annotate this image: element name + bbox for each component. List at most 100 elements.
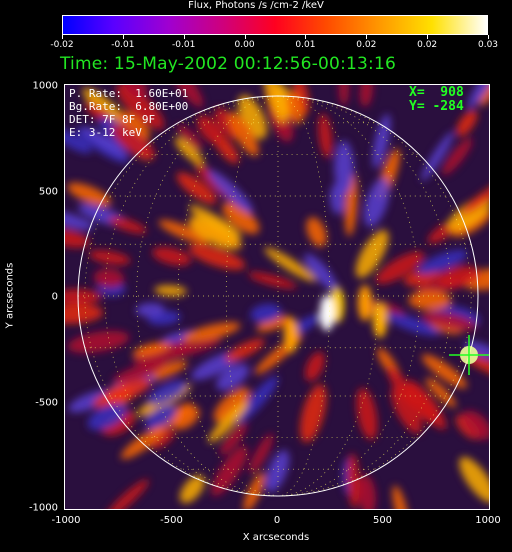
y-tick-label: 1000 — [32, 80, 58, 92]
flux-fringe — [358, 474, 376, 509]
flux-fringe — [248, 272, 297, 289]
colorbar-tick-mark — [183, 35, 185, 39]
flux-fringe — [112, 360, 167, 384]
flux-fringe — [93, 268, 125, 288]
flux-fringe — [461, 410, 489, 440]
y-tick-label: 0 — [51, 291, 58, 303]
flux-fringe — [359, 85, 373, 107]
flux-fringe — [122, 85, 148, 99]
flux-fringe — [236, 376, 279, 424]
flux-fringe — [459, 456, 489, 503]
flux-fringe — [224, 338, 265, 362]
flux-fringe — [65, 209, 94, 230]
y-tick-label: -500 — [35, 397, 58, 408]
flux-fringe — [168, 85, 204, 108]
colorbar-tick-label: 0.03 — [477, 40, 499, 50]
flux-fringe — [108, 216, 147, 234]
flux-fringe — [228, 111, 259, 157]
flux-fringe — [179, 475, 205, 504]
flux-fringe — [442, 137, 473, 176]
flux-fringe — [81, 126, 129, 158]
y-tick-label: -1000 — [28, 502, 58, 514]
flux-fringe — [467, 85, 489, 109]
y-axis-label: Y arcseconds — [4, 262, 16, 329]
flux-fringe — [158, 219, 210, 245]
colorbar-tick-label: 0.02 — [417, 40, 438, 50]
time-label: Time: 15-May-2002 00:12:56-00:13:16 — [60, 54, 396, 74]
flux-fringe — [375, 251, 425, 284]
flux-peak — [284, 317, 298, 353]
x-tick-label: 1000 — [475, 515, 501, 526]
colorbar-tick-mark — [305, 35, 307, 39]
flux-fringe — [182, 322, 241, 342]
x-tick-label: 0 — [273, 515, 281, 526]
energy-label: E: 3-12 keV — [69, 126, 142, 139]
flux-fringe — [385, 312, 440, 336]
flux-fringe — [222, 202, 260, 234]
longitude-line — [225, 95, 279, 497]
flux-fringe — [177, 124, 203, 151]
flux-fringe — [152, 247, 192, 266]
flux-fringe — [264, 85, 288, 123]
flux-fringe — [148, 380, 187, 406]
flux-fringe — [338, 85, 349, 106]
x-axis-label: X arcseconds — [242, 532, 310, 543]
longitude-line — [277, 95, 331, 497]
flux-fringe — [65, 127, 92, 154]
flux-fringe — [306, 217, 327, 247]
flux-fringe — [421, 311, 477, 331]
flux-fringe — [132, 339, 193, 366]
flux-fringe — [67, 330, 130, 354]
flux-fringe — [116, 85, 165, 130]
flux-fringe — [286, 91, 304, 124]
longitude-line — [277, 95, 379, 497]
flux-fringe — [304, 253, 338, 291]
colorbar-tick-label: 0.02 — [356, 40, 377, 50]
flux-fringe — [145, 405, 177, 430]
flux-fringe — [334, 140, 354, 195]
flux-fringe — [238, 95, 268, 140]
x-tick-label: -1000 — [51, 515, 81, 526]
flux-fringe — [437, 265, 481, 288]
flux-fringe — [265, 450, 290, 493]
flux-peak — [358, 285, 372, 321]
flux-fringe — [188, 244, 246, 270]
flux-fringe — [219, 422, 247, 455]
longitude-line — [277, 95, 420, 497]
flux-fringe — [207, 169, 254, 213]
longitude-line — [136, 95, 279, 497]
x-tick-label: 500 — [372, 515, 393, 526]
flux-fringe — [464, 341, 489, 360]
flux-peak — [373, 302, 387, 338]
flux-fringe — [150, 428, 176, 449]
flux-fringe — [117, 111, 151, 140]
x-position-readout: X= 908 — [409, 85, 464, 100]
x-tick-label: -500 — [160, 515, 183, 526]
flux-fringe — [392, 485, 409, 509]
longitude-line — [177, 95, 279, 497]
flux-fringe — [318, 113, 333, 159]
solar-map-plot[interactable]: P. Rate: 1.60E+01 Bg.Rate: 6.80E+00 DET:… — [64, 84, 490, 510]
flux-fringe — [305, 351, 325, 382]
flux-fringe — [65, 289, 102, 305]
flux-fringe — [404, 382, 438, 424]
colorbar-tick-mark — [122, 35, 124, 39]
colorbar-tick-mark — [244, 35, 246, 39]
flux-fringe — [135, 302, 165, 317]
colorbar-tick-label: 0.00 — [234, 40, 255, 50]
flux-fringe — [172, 337, 222, 357]
colorbar-tick-label: -0.02 — [50, 40, 74, 50]
flux-fringe — [417, 249, 468, 275]
solar-limb — [77, 95, 479, 497]
colorbar-tick-mark — [427, 35, 429, 39]
flux-fringe — [250, 303, 282, 323]
y-tick-label: 500 — [38, 186, 58, 197]
flux-fringe — [154, 285, 187, 297]
y-position-readout: Y= -284 — [409, 99, 464, 114]
flux-fringe — [87, 403, 127, 431]
colorbar-tick-mark — [366, 35, 368, 39]
colorbar-tick-label: -0.01 — [172, 40, 196, 50]
flux-fringe — [356, 387, 378, 440]
det-label: DET: 7F 8F 9F — [69, 113, 156, 126]
map-image — [65, 85, 489, 509]
